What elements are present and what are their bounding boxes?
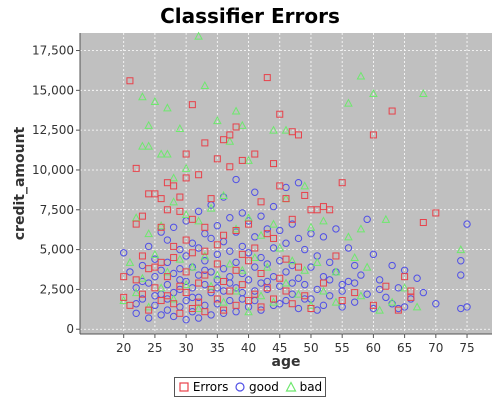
y-tick-label: 15,000: [32, 83, 74, 97]
y-tick-label: 17,500: [32, 44, 74, 58]
y-tick-label: 2,500: [40, 282, 74, 296]
legend-item-errors: Errors: [178, 380, 229, 394]
y-tick-label: 7,500: [40, 203, 74, 217]
x-tick-label: 35: [210, 341, 225, 355]
y-tick-label: 5,000: [40, 243, 74, 257]
y-tick-label: 10,000: [32, 163, 74, 177]
y-tick-label: 12,500: [32, 123, 74, 137]
x-tick-label: 70: [428, 341, 443, 355]
legend-item-bad: bad: [285, 380, 323, 394]
circle-marker-icon: [234, 381, 246, 393]
x-tick-label: 50: [303, 341, 318, 355]
x-tick-label: 45: [272, 341, 287, 355]
x-tick-label: 65: [397, 341, 412, 355]
legend-label-good: good: [249, 380, 279, 394]
legend-item-good: good: [234, 380, 279, 394]
legend-label-bad: bad: [300, 380, 323, 394]
x-tick-label: 55: [335, 341, 350, 355]
triangle-marker-icon: [285, 381, 297, 393]
legend-label-errors: Errors: [193, 380, 229, 394]
square-marker-icon: [178, 381, 190, 393]
legend: Errors good bad: [174, 377, 326, 397]
y-axis-label: credit_amount: [12, 126, 28, 240]
x-tick-label: 60: [366, 341, 381, 355]
x-tick-label: 20: [116, 341, 131, 355]
x-tick-label: 75: [459, 341, 474, 355]
x-axis-label: age: [272, 354, 301, 370]
x-tick-label: 40: [241, 341, 256, 355]
y-tick-label: 0: [66, 322, 74, 336]
x-tick-label: 25: [147, 341, 162, 355]
x-tick-label: 30: [178, 341, 193, 355]
plot-area: [80, 33, 492, 334]
